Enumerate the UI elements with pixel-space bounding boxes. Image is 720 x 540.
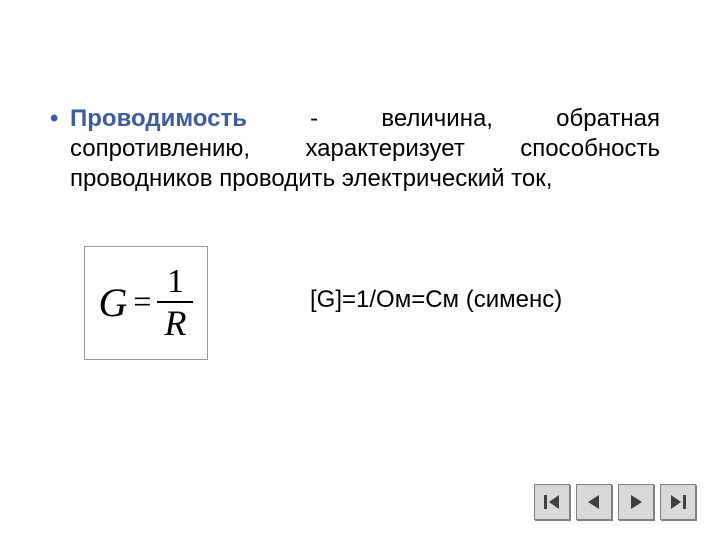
- triangle-left-icon: [585, 493, 603, 511]
- formula-lhs: G: [99, 283, 128, 323]
- formula-fraction: 1 R: [157, 265, 193, 341]
- formula-numerator: 1: [163, 265, 188, 301]
- term-highlight: Проводимость: [70, 105, 247, 132]
- nav-prev-button[interactable]: [576, 484, 612, 520]
- bullet-marker: •: [50, 104, 70, 134]
- bullet-text: Проводимость - величина, обратная сопрот…: [70, 104, 660, 194]
- slide: • Проводимость - величина, обратная сопр…: [0, 0, 720, 540]
- nav-button-group: [534, 484, 696, 520]
- triangle-right-icon: [627, 493, 645, 511]
- formula-box: G = 1 R: [84, 246, 208, 360]
- formula-denominator: R: [164, 303, 186, 341]
- bullet-item: • Проводимость - величина, обратная сопр…: [50, 104, 660, 194]
- nav-next-button[interactable]: [618, 484, 654, 520]
- nav-first-button[interactable]: [534, 484, 570, 520]
- formula: G = 1 R: [99, 265, 194, 341]
- formula-equals: =: [133, 285, 151, 321]
- body-text-block: • Проводимость - величина, обратная сопр…: [50, 104, 660, 194]
- nav-last-button[interactable]: [660, 484, 696, 520]
- skip-back-icon: [543, 493, 561, 511]
- unit-text: [G]=1/Ом=См (сименс): [310, 286, 562, 314]
- skip-forward-icon: [669, 493, 687, 511]
